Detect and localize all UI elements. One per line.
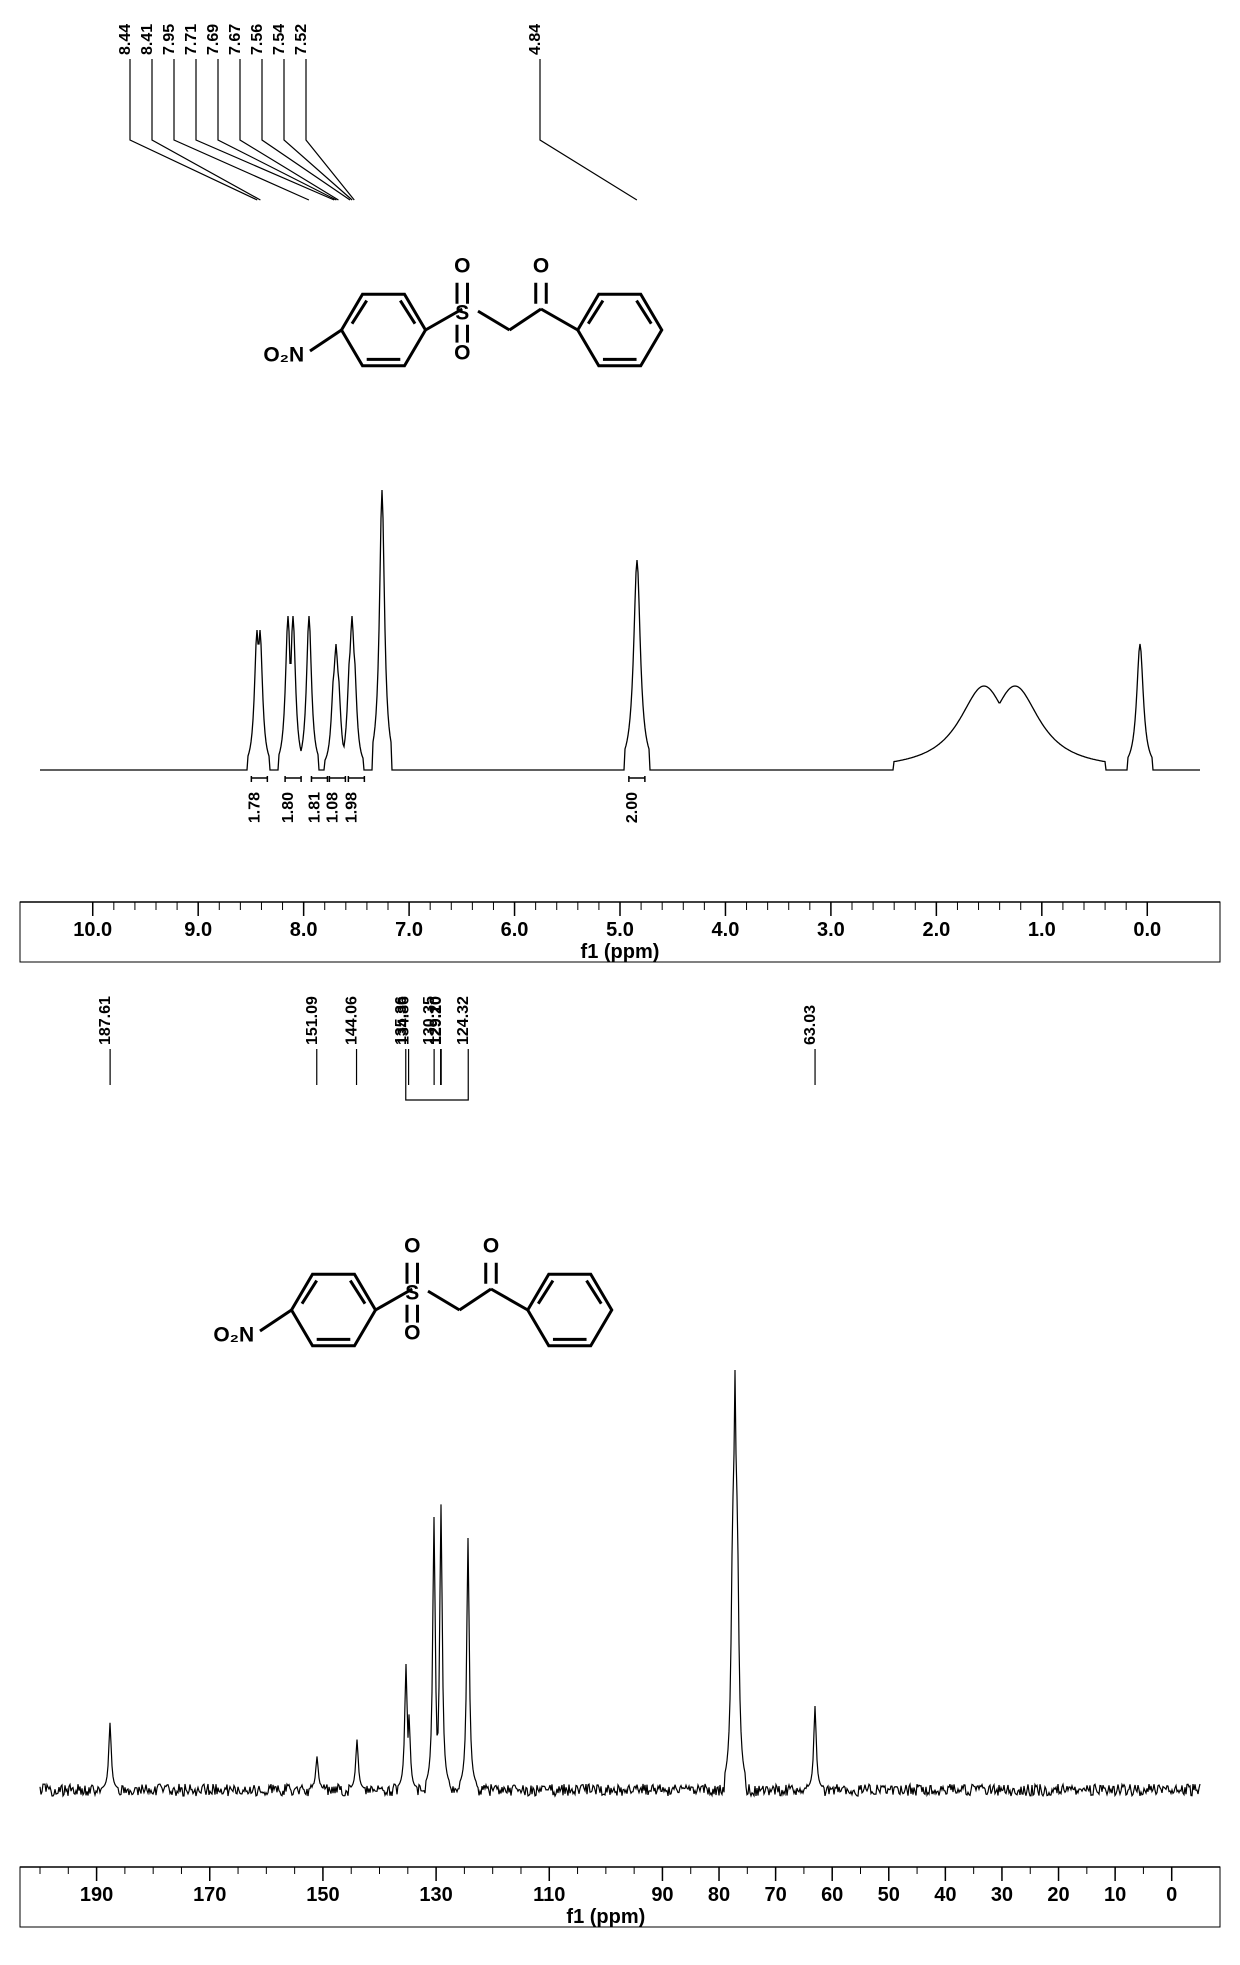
svg-text:2.00: 2.00 — [624, 792, 641, 823]
svg-text:60: 60 — [821, 1884, 843, 1906]
svg-text:4.84: 4.84 — [527, 24, 544, 55]
svg-text:0.0: 0.0 — [1133, 919, 1161, 941]
svg-text:90: 90 — [651, 1884, 673, 1906]
svg-text:7.56: 7.56 — [249, 24, 266, 55]
svg-text:5.0: 5.0 — [606, 919, 634, 941]
svg-text:O₂N: O₂N — [213, 1324, 254, 1347]
svg-text:129.10: 129.10 — [428, 996, 445, 1045]
svg-text:S: S — [455, 302, 469, 325]
svg-text:190: 190 — [80, 1884, 113, 1906]
svg-text:4.0: 4.0 — [712, 919, 740, 941]
nmr-figure-pair: { "proton": { "type": "nmr-1h-spectrum",… — [0, 0, 1240, 1965]
svg-text:1.0: 1.0 — [1028, 919, 1056, 941]
svg-text:O: O — [454, 254, 470, 277]
svg-text:144.06: 144.06 — [344, 996, 361, 1045]
svg-text:170: 170 — [193, 1884, 226, 1906]
c13-spectrum-trace — [40, 1370, 1200, 1796]
svg-text:80: 80 — [708, 1884, 730, 1906]
molecule-structure: O₂NOSOO — [213, 1234, 611, 1346]
svg-text:10.0: 10.0 — [73, 919, 112, 941]
h1-spectrum-trace — [40, 490, 1200, 770]
svg-text:O: O — [404, 1321, 420, 1344]
svg-text:1.80: 1.80 — [280, 792, 297, 823]
svg-text:O: O — [404, 1234, 420, 1257]
svg-text:10: 10 — [1104, 1884, 1126, 1906]
svg-text:3.0: 3.0 — [817, 919, 845, 941]
svg-text:O: O — [533, 254, 549, 277]
svg-text:134.86: 134.86 — [396, 996, 413, 1045]
svg-text:S: S — [405, 1282, 419, 1305]
svg-text:8.41: 8.41 — [139, 24, 156, 55]
c13-peak-labels: 187.61151.09144.06135.36134.86130.35129.… — [97, 996, 819, 1100]
molecule-structure: O₂NOSOO — [263, 254, 661, 366]
svg-text:40: 40 — [934, 1884, 956, 1906]
svg-text:70: 70 — [764, 1884, 786, 1906]
svg-text:7.0: 7.0 — [395, 919, 423, 941]
svg-text:20: 20 — [1047, 1884, 1069, 1906]
svg-text:6.0: 6.0 — [501, 919, 529, 941]
svg-text:50: 50 — [878, 1884, 900, 1906]
svg-text:7.71: 7.71 — [183, 24, 200, 55]
svg-text:O: O — [483, 1234, 499, 1257]
svg-text:1.98: 1.98 — [343, 792, 360, 823]
svg-text:8.44: 8.44 — [117, 24, 134, 55]
svg-text:1.78: 1.78 — [246, 792, 263, 823]
svg-text:f1 (ppm): f1 (ppm) — [581, 941, 660, 963]
svg-text:1.08: 1.08 — [324, 792, 341, 823]
svg-text:130: 130 — [419, 1884, 452, 1906]
svg-text:O₂N: O₂N — [263, 344, 304, 367]
svg-text:63.03: 63.03 — [802, 1005, 819, 1045]
svg-text:30: 30 — [991, 1884, 1013, 1906]
svg-text:124.32: 124.32 — [455, 996, 472, 1045]
nmr-svg: 8.44 8.41 7.95 7.71 7.69 7.67 7.56 7.54 7.52 4.84… — [0, 0, 1240, 1965]
svg-text:150: 150 — [306, 1884, 339, 1906]
svg-text:9.0: 9.0 — [184, 919, 212, 941]
svg-text:1.81: 1.81 — [306, 792, 323, 823]
svg-text:7.52: 7.52 — [293, 24, 310, 55]
svg-text:7.54: 7.54 — [271, 24, 288, 55]
h1-peak-labels: 8.44 8.41 7.95 7.71 7.69 7.67 7.56 7.54 7.52 4.84 — [117, 24, 637, 200]
svg-text:2.0: 2.0 — [922, 919, 950, 941]
svg-text:7.95: 7.95 — [161, 24, 178, 55]
svg-text:187.61: 187.61 — [97, 996, 114, 1045]
svg-text:7.69: 7.69 — [205, 24, 222, 55]
svg-text:110: 110 — [533, 1884, 565, 1906]
svg-text:151.09: 151.09 — [304, 996, 321, 1045]
svg-text:7.67: 7.67 — [227, 24, 244, 55]
svg-text:f1 (ppm): f1 (ppm) — [566, 1906, 645, 1928]
svg-text:8.0: 8.0 — [290, 919, 318, 941]
svg-text:O: O — [454, 341, 470, 364]
svg-text:0: 0 — [1166, 1884, 1177, 1906]
